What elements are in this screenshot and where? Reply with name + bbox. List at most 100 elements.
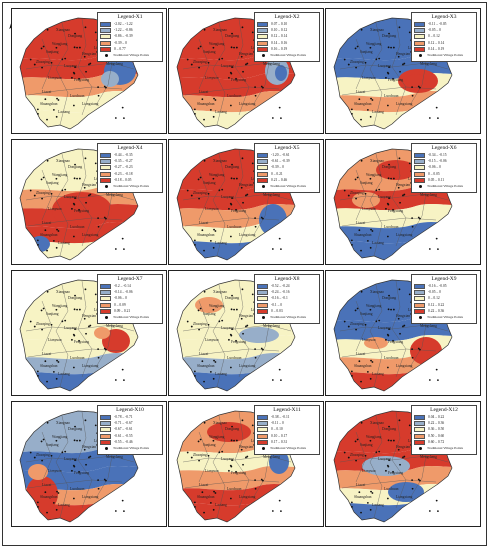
legend-swatch bbox=[100, 165, 111, 171]
village-point bbox=[64, 450, 67, 453]
village-point-icon bbox=[419, 316, 422, 320]
village-point bbox=[71, 469, 73, 472]
village-point bbox=[251, 424, 254, 427]
village-point bbox=[230, 46, 233, 49]
legend-class: 0.36 – 0.50 bbox=[414, 427, 474, 433]
place-label: Mengcheng bbox=[106, 193, 123, 197]
legend-class-label: -0.52 – -0.24 bbox=[271, 283, 290, 288]
village-point bbox=[197, 440, 200, 443]
village-point bbox=[343, 58, 346, 61]
county-boundary bbox=[27, 348, 123, 358]
place-label: Sanjiang bbox=[203, 312, 216, 316]
value-zone bbox=[28, 464, 48, 480]
village-point bbox=[402, 63, 404, 66]
place-label: Hengxian bbox=[396, 314, 410, 318]
place-label: Hengxian bbox=[396, 52, 410, 56]
legend-swatch bbox=[100, 152, 111, 158]
village-point bbox=[213, 97, 215, 100]
village-point bbox=[123, 248, 125, 251]
village-point bbox=[203, 421, 206, 424]
village-point bbox=[437, 117, 439, 120]
village-point bbox=[46, 290, 49, 293]
place-label: Shuangshan bbox=[354, 233, 372, 237]
county-boundary bbox=[212, 415, 226, 519]
value-zone bbox=[388, 482, 424, 502]
place-label: Sanjiang bbox=[46, 50, 59, 54]
village-point bbox=[392, 308, 395, 311]
legend-class-label: -0.05 – 0 bbox=[428, 289, 441, 294]
village-point bbox=[354, 309, 357, 312]
place-label: Zhaoqing bbox=[36, 322, 50, 326]
legend-swatch bbox=[257, 34, 268, 40]
place-label: Hengxian bbox=[396, 183, 410, 187]
legend-swatch bbox=[257, 433, 268, 439]
village-point bbox=[97, 487, 100, 490]
village-point bbox=[235, 308, 238, 311]
village-point bbox=[44, 491, 47, 494]
village-point bbox=[231, 459, 233, 462]
village-point bbox=[71, 338, 73, 341]
legend-swatch bbox=[414, 308, 425, 314]
village-point bbox=[233, 177, 235, 180]
village-point bbox=[271, 248, 274, 250]
village-point bbox=[44, 229, 47, 232]
legend-class: 0.16 – 0.19 bbox=[257, 46, 317, 52]
village-point bbox=[241, 157, 244, 160]
legend-swatch bbox=[257, 308, 268, 314]
village-point bbox=[254, 225, 257, 228]
province-outline bbox=[333, 17, 453, 130]
place-label: Zhaoqing bbox=[350, 191, 364, 195]
village-point bbox=[212, 308, 215, 311]
village-point bbox=[221, 188, 224, 191]
place-label: Dongtang bbox=[382, 296, 396, 300]
village-point bbox=[360, 249, 362, 252]
place-label: Luochuan bbox=[70, 225, 85, 229]
village-point bbox=[351, 375, 353, 377]
legend-swatch bbox=[100, 308, 111, 314]
legend-class: 0.10 – 0.17 bbox=[257, 433, 317, 439]
village-point bbox=[355, 197, 357, 200]
place-label: Mengcheng bbox=[263, 324, 280, 328]
village-point bbox=[213, 490, 215, 493]
village-point bbox=[254, 217, 256, 220]
village-point bbox=[418, 86, 421, 89]
legend-class-label: 0 – 0.12 bbox=[428, 296, 440, 301]
village-point bbox=[103, 478, 106, 481]
county-boundary bbox=[25, 193, 135, 201]
choropleth-map: Sanjiang Dongtang Xiangnao Zhaoqing Hengxian… bbox=[19, 410, 139, 523]
village-point bbox=[356, 307, 359, 310]
legend-point-label: Traditional Village Points bbox=[270, 184, 306, 189]
village-point bbox=[397, 448, 400, 451]
province-outline bbox=[19, 279, 139, 392]
legend-point-label: Traditional Village Points bbox=[427, 53, 463, 58]
village-point bbox=[199, 438, 202, 441]
county-boundary bbox=[27, 86, 123, 96]
village-point bbox=[33, 456, 36, 459]
place-label: Wangjiang bbox=[209, 304, 225, 308]
place-label: Liangxiang bbox=[396, 364, 413, 368]
place-label: Luoyang bbox=[221, 457, 234, 461]
legend-class-label: -0.18 – 0.05 bbox=[114, 177, 132, 182]
choropleth-map: Sanjiang Dongtang Xiangnao Zhaoqing Hengxian… bbox=[176, 148, 296, 261]
village-point bbox=[55, 246, 58, 249]
village-point bbox=[40, 47, 43, 50]
village-point bbox=[402, 456, 404, 459]
village-point bbox=[347, 63, 350, 66]
village-point bbox=[230, 177, 233, 180]
village-point bbox=[231, 328, 233, 331]
village-point bbox=[64, 57, 67, 60]
place-label: Shuangshan bbox=[354, 102, 372, 106]
village-point bbox=[228, 76, 230, 79]
village-point bbox=[218, 58, 221, 61]
value-zone bbox=[376, 160, 416, 180]
legend-class-label: -0.38 – -0.11 bbox=[271, 414, 290, 419]
legend-title: Legend-X10 bbox=[116, 407, 144, 413]
legend-class-label: -1.20 – -0.61 bbox=[271, 152, 290, 157]
map-panel-x9: Sanjiang Dongtang Xiangnao Zhaoqing Hengxian… bbox=[325, 270, 481, 396]
village-point bbox=[194, 113, 196, 115]
village-point bbox=[229, 366, 232, 369]
village-point bbox=[260, 478, 263, 481]
village-point-icon bbox=[262, 185, 265, 189]
village-point bbox=[61, 320, 64, 323]
